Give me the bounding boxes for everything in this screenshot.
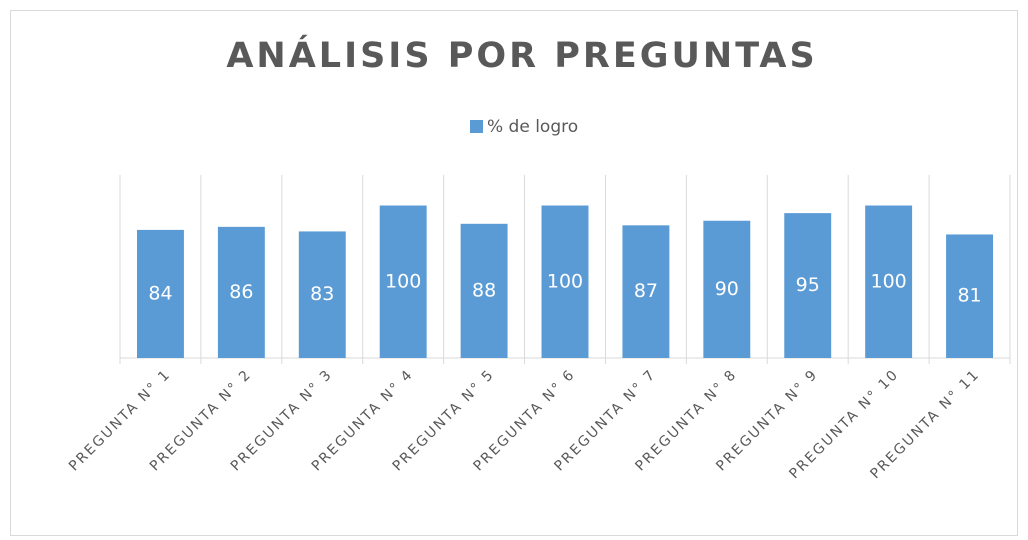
data-label: 84 <box>148 282 172 304</box>
data-label: 88 <box>472 279 496 301</box>
chart-title: ANÁLISIS POR PREGUNTAS <box>226 34 817 76</box>
bar <box>784 213 832 358</box>
data-label: 90 <box>715 278 739 300</box>
bar <box>865 205 913 358</box>
data-label: 87 <box>634 280 658 302</box>
data-label: 81 <box>957 285 981 307</box>
data-label: 86 <box>229 281 253 303</box>
bar <box>703 220 751 358</box>
data-label: 100 <box>385 270 421 292</box>
data-label: 95 <box>796 274 820 296</box>
bar <box>460 223 508 358</box>
legend-swatch <box>470 120 483 133</box>
legend-label: % de logro <box>487 117 578 137</box>
bar <box>622 225 670 358</box>
data-label: 100 <box>547 270 583 292</box>
bar <box>379 205 427 358</box>
bar <box>298 231 346 358</box>
bar <box>946 234 994 358</box>
bar <box>541 205 589 358</box>
bar <box>136 229 184 358</box>
data-label: 100 <box>871 270 907 292</box>
data-label: 83 <box>310 283 334 305</box>
bar <box>217 226 265 358</box>
